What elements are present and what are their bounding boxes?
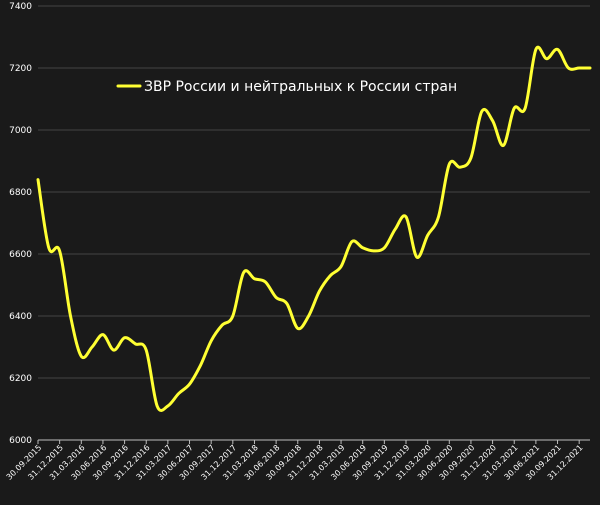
gridlines bbox=[38, 5, 590, 379]
y-axis-tick-labels: 6000 6200 6400 6600 6800 7000 7200 7400 bbox=[9, 2, 32, 446]
y-tick-label: 7200 bbox=[9, 64, 32, 74]
y-tick-label: 6400 bbox=[9, 312, 32, 322]
y-tick-label: 6000 bbox=[9, 436, 32, 446]
y-tick-label: 6200 bbox=[9, 374, 32, 384]
x-axis-tick-labels: 30.09.201531.12.201531.03.201630.06.2016… bbox=[5, 440, 585, 482]
y-tick-label: 7000 bbox=[9, 126, 32, 136]
y-tick-label: 6600 bbox=[9, 250, 32, 260]
y-tick-label: 7400 bbox=[9, 2, 32, 12]
y-tick-label: 6800 bbox=[9, 188, 32, 198]
legend-label: ЗВР России и нейтральных к России стран bbox=[144, 79, 457, 95]
legend: ЗВР России и нейтральных к России стран bbox=[116, 79, 457, 95]
series-line bbox=[36, 45, 592, 412]
